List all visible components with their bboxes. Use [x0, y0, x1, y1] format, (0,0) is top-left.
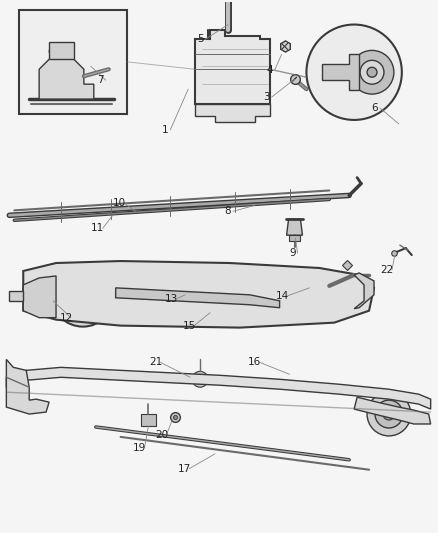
Text: 9: 9: [289, 248, 296, 258]
Circle shape: [383, 408, 395, 420]
Circle shape: [181, 289, 189, 297]
Text: 3: 3: [263, 92, 270, 102]
Circle shape: [65, 277, 101, 313]
Text: 7: 7: [97, 75, 104, 85]
Circle shape: [367, 67, 377, 77]
Text: 11: 11: [91, 223, 104, 233]
Circle shape: [197, 376, 203, 382]
Circle shape: [301, 288, 318, 304]
Polygon shape: [9, 291, 23, 301]
Circle shape: [241, 294, 249, 302]
Text: 14: 14: [276, 291, 289, 301]
Circle shape: [292, 278, 327, 314]
Polygon shape: [23, 276, 56, 318]
Circle shape: [375, 400, 403, 428]
Polygon shape: [116, 288, 279, 308]
Polygon shape: [286, 219, 303, 235]
Circle shape: [75, 287, 91, 303]
Text: 4: 4: [266, 65, 273, 75]
Text: 5: 5: [197, 35, 203, 44]
Polygon shape: [49, 43, 74, 59]
Polygon shape: [195, 104, 270, 122]
Polygon shape: [7, 367, 431, 409]
Polygon shape: [7, 359, 49, 414]
Text: 12: 12: [60, 313, 73, 322]
Text: 22: 22: [380, 265, 394, 275]
Circle shape: [367, 392, 411, 436]
Text: 19: 19: [133, 443, 146, 453]
Circle shape: [360, 60, 384, 84]
Circle shape: [175, 283, 195, 303]
Text: 1: 1: [162, 125, 169, 135]
Circle shape: [64, 46, 74, 56]
Circle shape: [192, 372, 208, 387]
Polygon shape: [354, 397, 431, 424]
Polygon shape: [354, 273, 374, 309]
Circle shape: [235, 288, 255, 308]
Polygon shape: [195, 29, 270, 104]
Text: 8: 8: [225, 206, 231, 216]
Polygon shape: [23, 261, 374, 328]
Circle shape: [49, 46, 59, 56]
Text: 6: 6: [372, 103, 378, 113]
Text: 21: 21: [149, 358, 162, 367]
Text: 13: 13: [165, 294, 178, 304]
Polygon shape: [322, 54, 359, 90]
Polygon shape: [39, 59, 94, 99]
Circle shape: [350, 51, 394, 94]
Polygon shape: [289, 235, 300, 241]
Text: 15: 15: [183, 321, 196, 330]
Text: 17: 17: [177, 464, 191, 474]
Polygon shape: [141, 414, 156, 426]
Circle shape: [51, 263, 115, 327]
Text: 16: 16: [248, 358, 261, 367]
Bar: [19, 10, 127, 114]
Text: 10: 10: [113, 198, 126, 208]
Text: 20: 20: [155, 430, 168, 440]
Circle shape: [307, 25, 402, 120]
